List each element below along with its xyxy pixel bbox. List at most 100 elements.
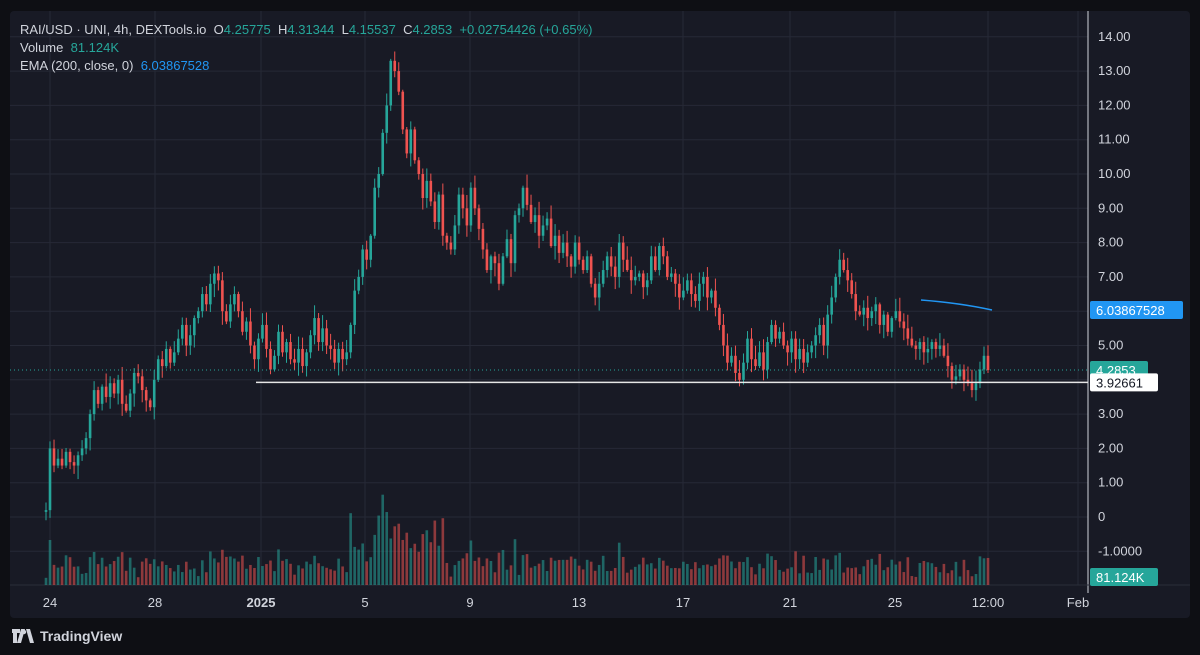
volume-bar (662, 560, 665, 585)
x-tick-label: Feb (1067, 595, 1089, 610)
volume-bar (377, 515, 381, 585)
candle-body (217, 273, 220, 281)
candle-body (858, 311, 862, 315)
candle-body (120, 379, 124, 404)
candle-body (613, 266, 617, 277)
volume-bar (433, 520, 437, 585)
x-tick-label: 21 (783, 595, 797, 610)
candle-body (569, 256, 573, 267)
volume-bar (525, 554, 529, 585)
candle-body (449, 242, 453, 250)
candle-body (237, 294, 240, 312)
low-value: 4.15537 (348, 22, 396, 37)
x-tick-label: 12:00 (972, 595, 1005, 610)
volume-bar (870, 558, 874, 585)
volume-bar (168, 568, 172, 585)
candle-body (974, 383, 978, 391)
volume-bar (321, 566, 324, 585)
candle-body (822, 324, 825, 346)
volume-bar (293, 574, 296, 585)
candle-body (52, 448, 56, 466)
candle-body (958, 369, 962, 377)
volume-bar (974, 574, 978, 585)
candle-body (702, 276, 705, 284)
candle-body (541, 225, 545, 236)
volume-bar (337, 558, 340, 585)
candle-body (898, 311, 902, 322)
price-chart[interactable]: 14.00 13.00 12.00 11.00 10.00 9.00 8.00 7.00 6.0… (10, 11, 1190, 618)
candle-body (942, 345, 946, 356)
candle-body (148, 400, 152, 408)
volume-bar (361, 543, 364, 585)
candle-body (525, 187, 529, 205)
volume-bar (782, 571, 785, 585)
volume-bar (401, 539, 405, 585)
candle-body (549, 218, 553, 247)
candle-body (690, 280, 693, 295)
tradingview-logo[interactable]: TradingView (12, 626, 122, 646)
volume-bar (429, 542, 433, 585)
candle-body (393, 60, 397, 72)
candle-body (706, 276, 709, 298)
y-tick-label: 1.00 (1098, 475, 1123, 490)
volume-bar (609, 570, 613, 585)
volume-bar (333, 570, 336, 585)
volume-bar (846, 567, 850, 585)
volume-bar (633, 566, 637, 585)
volume-bar (257, 557, 260, 585)
candle-body (104, 386, 108, 397)
candle-body (92, 390, 96, 415)
volume-bar (136, 577, 140, 585)
volume-bar (425, 530, 429, 585)
candle-body (850, 280, 854, 295)
volume-bar (746, 557, 749, 585)
candle-body (201, 294, 204, 312)
volume-bar (541, 560, 545, 585)
candle-body (413, 129, 417, 161)
candle-body (193, 318, 196, 336)
volume-bar (517, 574, 521, 585)
candle-body (786, 345, 789, 353)
volume-bar (617, 542, 621, 585)
volume-bar (854, 567, 858, 585)
high-label: H (277, 22, 288, 37)
volume-axis-label: 81.124K (1096, 570, 1145, 585)
candle-body (670, 273, 673, 277)
volume-bar (966, 570, 970, 585)
chart-panel[interactable]: 14.00 13.00 12.00 11.00 10.00 9.00 8.00 7.00 6.0… (10, 11, 1190, 618)
candle-body (253, 345, 256, 360)
volume-bar (104, 566, 108, 585)
y-tick-label: 12.00 (1098, 97, 1131, 112)
candle-body (277, 331, 280, 356)
candle-body (180, 324, 184, 339)
y-tick-label: 5.00 (1098, 338, 1123, 353)
candle-body (950, 366, 954, 380)
volume-bar (557, 559, 561, 585)
candle-body (738, 372, 741, 380)
candle-body (750, 338, 753, 360)
volume-bar (44, 577, 48, 585)
candle-body (389, 60, 393, 106)
volume-bar (577, 565, 581, 585)
x-tick-label: 5 (361, 595, 368, 610)
candle-body (505, 239, 509, 257)
candle-body (734, 355, 737, 373)
volume-bar (878, 553, 882, 585)
volume-bar (918, 563, 922, 585)
candle-body (429, 180, 433, 202)
volume-bar (702, 565, 705, 585)
candle-body (814, 335, 817, 346)
volume-bar (593, 570, 597, 585)
tradingview-icon (12, 629, 34, 643)
volume-bar (946, 573, 950, 585)
candle-body (846, 270, 850, 281)
level-price-label: 3.92661 (1096, 375, 1143, 390)
volume-bar (902, 572, 906, 585)
candle-body (629, 270, 633, 281)
volume-bar (742, 561, 745, 585)
candle-body (301, 348, 304, 367)
volume-bar (754, 574, 757, 585)
volume-bar (798, 573, 801, 585)
candle-body (794, 338, 797, 360)
candle-body (533, 215, 537, 223)
